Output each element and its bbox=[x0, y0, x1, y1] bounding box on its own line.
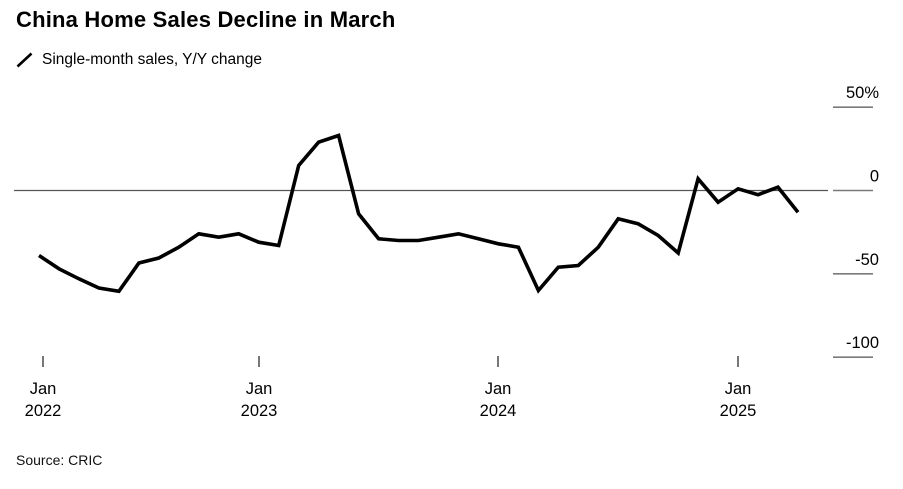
y-tick-label: 50% bbox=[846, 84, 879, 102]
x-tick-label-month: Jan bbox=[246, 380, 273, 398]
legend-label: Single-month sales, Y/Y change bbox=[42, 51, 263, 68]
series-line bbox=[38, 133, 800, 294]
source-note: Source: CRIC bbox=[16, 452, 103, 468]
x-tick-label-year: 2022 bbox=[25, 402, 62, 420]
x-tick-label-month: Jan bbox=[485, 380, 512, 398]
x-tick-label-month: Jan bbox=[30, 380, 57, 398]
x-tick-label-year: 2025 bbox=[720, 402, 757, 420]
x-tick-label-year: 2023 bbox=[241, 402, 278, 420]
x-tick-label-year: 2024 bbox=[480, 402, 517, 420]
y-tick-label: -50 bbox=[855, 251, 879, 269]
x-tick-label-month: Jan bbox=[725, 380, 752, 398]
legend: Single-month sales, Y/Y change bbox=[16, 51, 262, 69]
y-tick-label: 0 bbox=[870, 168, 879, 186]
y-tick-label: -100 bbox=[846, 334, 879, 352]
chart-title: China Home Sales Decline in March bbox=[16, 7, 396, 32]
line-series-icon bbox=[16, 52, 33, 68]
